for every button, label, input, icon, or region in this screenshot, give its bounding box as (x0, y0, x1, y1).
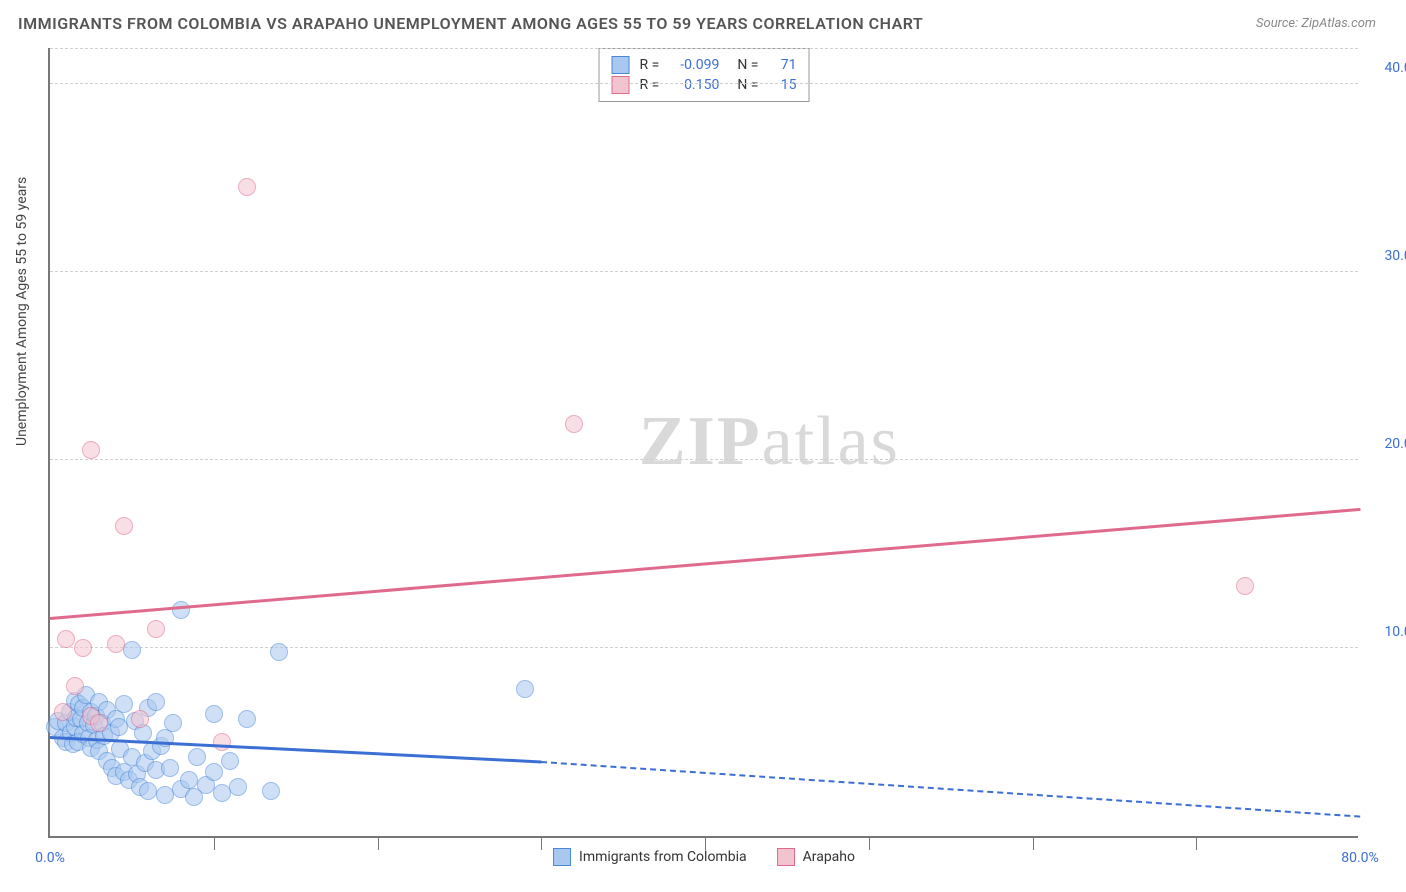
data-point (161, 759, 179, 777)
legend-swatch (553, 848, 571, 866)
data-point (238, 710, 256, 728)
n-label: N = (737, 77, 758, 93)
gridline (50, 647, 1358, 648)
r-value: 0.150 (669, 77, 719, 93)
n-label: N = (737, 57, 758, 73)
x-tick (378, 836, 379, 850)
legend-item: Arapaho (777, 848, 855, 866)
x-tick-label: 0.0% (35, 850, 65, 866)
legend-label: Immigrants from Colombia (579, 849, 747, 865)
watermark-light: atlas (762, 403, 900, 480)
x-tick-label: 80.0% (1341, 850, 1379, 866)
data-point (229, 778, 247, 796)
stats-box: R = -0.099 N = 71 R = 0.150 N = 15 (599, 48, 810, 102)
data-point (205, 763, 223, 781)
legend-label: Arapaho (803, 849, 855, 865)
legend-swatch (777, 848, 795, 866)
x-tick (214, 836, 215, 850)
trend-line (50, 508, 1360, 620)
x-tick (705, 836, 706, 850)
x-tick (541, 836, 542, 850)
data-point (188, 748, 206, 766)
gridline (50, 459, 1358, 460)
x-tick (869, 836, 870, 850)
x-tick (1196, 836, 1197, 850)
data-point (172, 601, 190, 619)
y-tick-label: 20.0% (1384, 436, 1406, 452)
chart-container: IMMIGRANTS FROM COLOMBIA VS ARAPAHO UNEM… (0, 0, 1406, 892)
y-tick-label: 30.0% (1384, 248, 1406, 264)
y-axis-label: Unemployment Among Ages 55 to 59 years (14, 177, 30, 446)
gridline (50, 83, 1358, 84)
data-point (147, 693, 165, 711)
data-point (131, 710, 149, 728)
data-point (180, 771, 198, 789)
plot-area: ZIPatlas R =-0.099N =71R =0.150N =15 Imm… (48, 48, 1358, 838)
watermark-bold: ZIP (639, 403, 762, 480)
gridline (50, 48, 1358, 49)
r-label: R = (640, 57, 660, 73)
data-point (262, 782, 280, 800)
trend-line (541, 761, 1360, 818)
data-point (90, 714, 108, 732)
data-point (205, 705, 223, 723)
data-point (1236, 577, 1254, 595)
stats-row: R = 0.150 N = 15 (612, 75, 797, 95)
data-point (115, 517, 133, 535)
y-tick-label: 10.0% (1384, 624, 1406, 640)
x-tick (1033, 836, 1034, 850)
bottom-legend: Immigrants from Colombia Arapaho (553, 848, 855, 866)
r-label: R = (640, 77, 660, 93)
data-point (57, 630, 75, 648)
data-point (54, 703, 72, 721)
watermark: ZIPatlas (639, 402, 900, 482)
data-point (147, 620, 165, 638)
data-point (213, 784, 231, 802)
legend-swatch (612, 76, 630, 94)
chart-title: IMMIGRANTS FROM COLOMBIA VS ARAPAHO UNEM… (18, 14, 923, 33)
data-point (110, 718, 128, 736)
data-point (66, 677, 84, 695)
stats-row: R = -0.099 N = 71 (612, 55, 797, 75)
data-point (107, 635, 125, 653)
data-point (82, 441, 100, 459)
data-point (270, 643, 288, 661)
n-value: 71 (768, 57, 796, 73)
legend-item: Immigrants from Colombia (553, 848, 747, 866)
data-point (156, 786, 174, 804)
data-point (516, 680, 534, 698)
source-label: Source: ZipAtlas.com (1256, 16, 1376, 31)
data-point (221, 752, 239, 770)
gridline (50, 271, 1358, 272)
data-point (139, 782, 157, 800)
n-value: 15 (768, 77, 796, 93)
data-point (164, 714, 182, 732)
data-point (74, 639, 92, 657)
data-point (565, 415, 583, 433)
y-tick-label: 40.0% (1384, 60, 1406, 76)
data-point (115, 695, 133, 713)
legend-swatch (612, 56, 630, 74)
data-point (238, 178, 256, 196)
r-value: -0.099 (669, 57, 719, 73)
data-point (123, 641, 141, 659)
data-point (213, 733, 231, 751)
